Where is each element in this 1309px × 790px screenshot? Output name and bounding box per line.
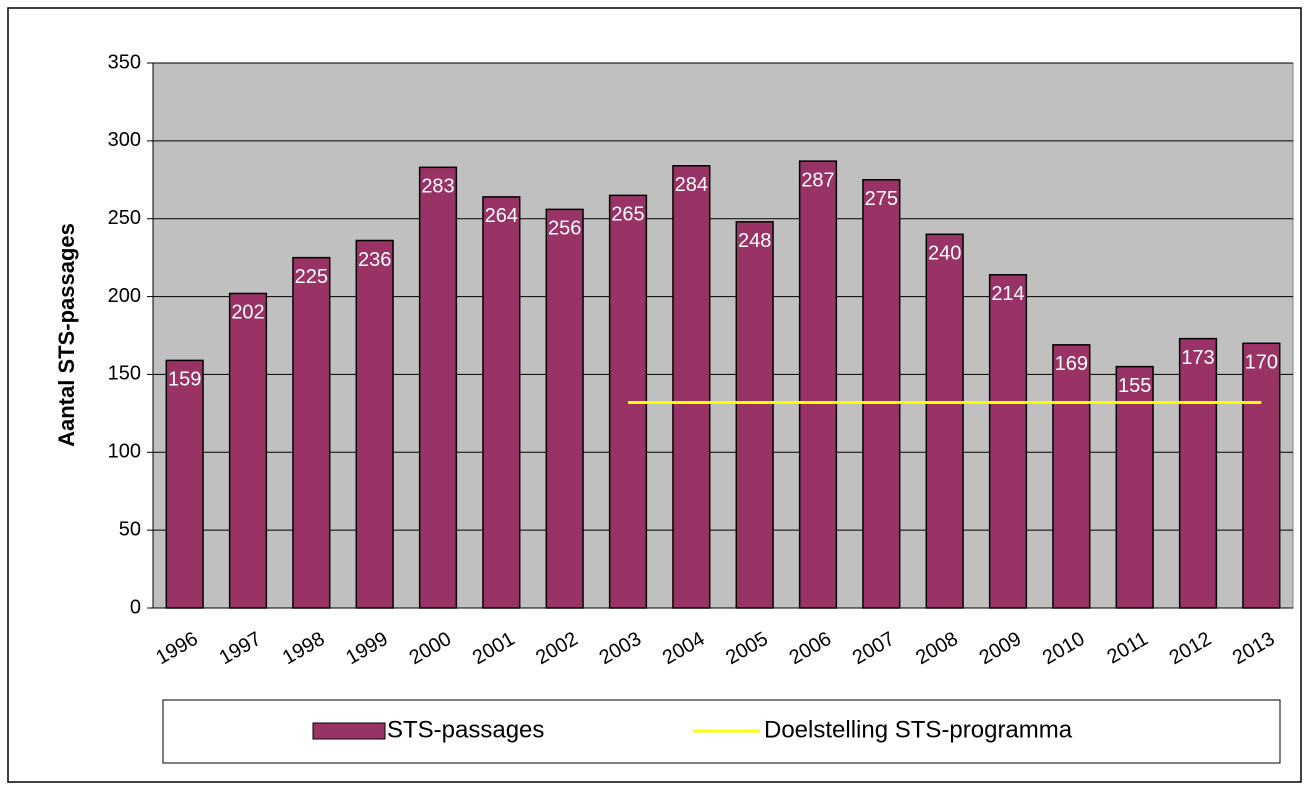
bar [862, 179, 901, 609]
data-label: 240 [928, 243, 961, 265]
data-label: 225 [295, 266, 328, 288]
bar [735, 221, 774, 609]
data-label: 170 [1245, 352, 1278, 374]
bar [292, 256, 331, 609]
bar [165, 359, 204, 609]
data-label: 169 [1055, 353, 1088, 375]
y-tick-label: 300 [108, 129, 141, 151]
bar [355, 239, 394, 609]
bar [1242, 342, 1281, 609]
bar [545, 208, 584, 609]
y-tick-label: 0 [130, 596, 141, 618]
bar [1115, 365, 1154, 609]
plot-area [152, 62, 1294, 609]
legend-label: STS-passages [387, 716, 544, 743]
y-tick-label: 100 [108, 441, 141, 463]
y-tick-label: 50 [119, 518, 141, 540]
legend-label: Doelstelling STS-programma [764, 716, 1073, 743]
data-label: 264 [485, 205, 518, 227]
data-label: 256 [548, 218, 581, 240]
bar [482, 196, 521, 609]
bar [1178, 337, 1218, 609]
data-label: 287 [801, 169, 834, 191]
bar [672, 165, 711, 609]
bar [925, 233, 964, 609]
data-label: 283 [421, 176, 454, 198]
data-label: 248 [738, 230, 771, 252]
y-tick-label: 200 [108, 285, 141, 307]
legend-swatch [312, 722, 386, 740]
bar [1052, 344, 1091, 609]
bar [418, 166, 458, 609]
data-label: 265 [611, 204, 644, 226]
bar [988, 274, 1028, 609]
y-tick-label: 350 [108, 51, 141, 73]
y-axis-label: Aantal STS-passages [54, 223, 79, 447]
data-label: 155 [1118, 375, 1151, 397]
y-tick-label: 250 [108, 207, 141, 229]
bar [798, 160, 838, 609]
data-label: 159 [168, 369, 201, 391]
bar [228, 292, 268, 609]
y-tick-label: 150 [108, 363, 141, 385]
data-label: 214 [991, 283, 1024, 305]
data-label: 284 [675, 174, 708, 196]
data-label: 173 [1181, 347, 1214, 369]
data-label: 236 [358, 249, 391, 271]
data-label: 275 [865, 188, 898, 210]
data-label: 202 [231, 302, 264, 324]
